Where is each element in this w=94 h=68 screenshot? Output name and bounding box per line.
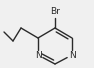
Text: Br: Br [50, 7, 60, 17]
Text: N: N [69, 51, 75, 60]
Text: N: N [35, 51, 41, 60]
